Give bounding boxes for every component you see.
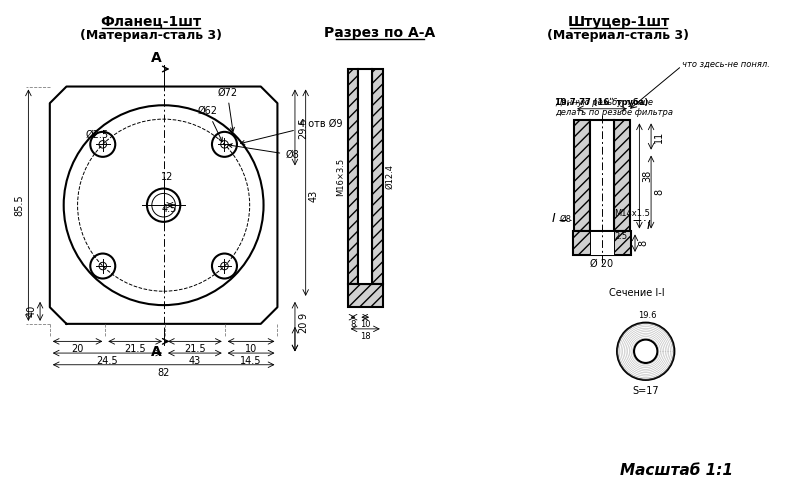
Bar [573, 232, 631, 255]
Text: что здесь-не понял.: что здесь-не понял. [681, 59, 769, 68]
Text: (Материал-сталь 3): (Материал-сталь 3) [547, 29, 689, 42]
Text: I: I [551, 212, 555, 226]
Text: 8: 8 [350, 320, 356, 329]
Text: (Материал-сталь 3): (Материал-сталь 3) [80, 29, 222, 42]
Text: 43: 43 [309, 189, 319, 202]
Text: Фланец-1шт: Фланец-1шт [100, 15, 202, 29]
Text: Данную резьбу лучше: Данную резьбу лучше [555, 98, 653, 107]
Text: A: A [151, 51, 161, 65]
Text: 21.5: 21.5 [124, 344, 146, 354]
Text: 9: 9 [298, 312, 308, 318]
Text: Ø 20: Ø 20 [590, 259, 613, 269]
Text: 38: 38 [642, 170, 652, 182]
Text: Ø72: Ø72 [217, 87, 237, 131]
Text: 19,7-77 (16ʺ труба): 19,7-77 (16ʺ труба) [555, 98, 648, 107]
Text: Штуцер-1шт: Штуцер-1шт [568, 15, 670, 29]
Text: 10: 10 [360, 320, 371, 329]
Text: M16×3.5: M16×3.5 [336, 157, 345, 196]
Bar [372, 69, 383, 284]
Text: Сечение I-I: Сечение I-I [608, 288, 664, 298]
Bar [614, 120, 630, 232]
Text: M14x1.5: M14x1.5 [615, 209, 651, 218]
Text: 8: 8 [654, 189, 664, 195]
Text: I: I [647, 219, 651, 232]
Text: 11: 11 [654, 130, 664, 143]
Text: Ø62: Ø62 [198, 106, 222, 142]
Text: 29.5: 29.5 [298, 117, 308, 139]
Text: Ø2.5: Ø2.5 [86, 130, 108, 140]
Text: Ø12.4: Ø12.4 [385, 164, 395, 189]
Text: 21.5: 21.5 [184, 344, 206, 354]
Text: 40: 40 [26, 305, 36, 317]
Text: делать по резьбе фильтра: делать по резьбе фильтра [555, 108, 674, 117]
Text: 14.5: 14.5 [240, 356, 262, 366]
Bar [590, 232, 614, 255]
Bar [359, 69, 372, 284]
Text: 20: 20 [71, 344, 84, 354]
Text: 12: 12 [162, 172, 173, 182]
Text: 43: 43 [188, 356, 201, 366]
Text: 18: 18 [360, 332, 371, 341]
Text: A: A [151, 345, 161, 359]
Text: 10: 10 [245, 344, 257, 354]
Text: S=17: S=17 [633, 386, 659, 396]
Bar [590, 120, 614, 232]
Text: 8: 8 [638, 240, 648, 246]
Text: 4 отв Ø9: 4 отв Ø9 [241, 119, 342, 144]
Text: 24.5: 24.5 [97, 356, 119, 366]
Text: Разрез по A-A: Разрез по A-A [324, 26, 436, 40]
Bar [348, 69, 359, 284]
Text: 82: 82 [158, 368, 170, 378]
Bar [348, 284, 383, 307]
Text: 20: 20 [298, 320, 308, 333]
Text: Ø8: Ø8 [228, 144, 299, 160]
Text: 4.5: 4.5 [162, 204, 177, 214]
Text: Ø8: Ø8 [559, 215, 571, 224]
Text: 19.6: 19.6 [638, 311, 657, 320]
Text: Масштаб 1:1: Масштаб 1:1 [620, 463, 733, 478]
Text: 2.5: 2.5 [615, 233, 628, 242]
Text: 85.5: 85.5 [14, 195, 24, 216]
Bar [574, 120, 590, 232]
